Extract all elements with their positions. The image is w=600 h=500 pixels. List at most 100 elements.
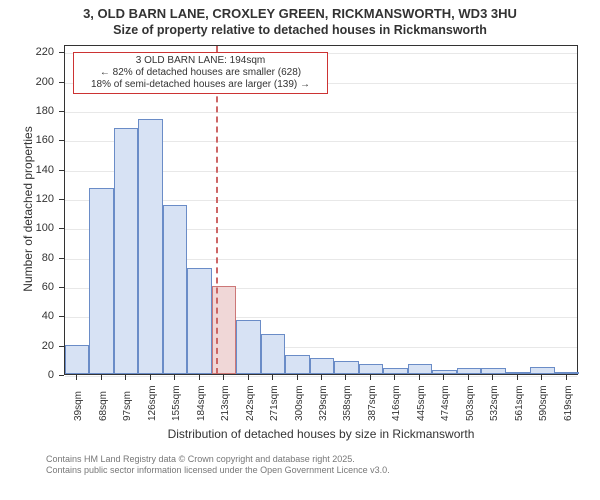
x-tick-mark: [297, 375, 298, 380]
plot-area: 3 OLD BARN LANE: 194sqm← 82% of detached…: [64, 45, 578, 375]
x-tick-mark: [248, 375, 249, 380]
histogram-bar: [506, 372, 530, 374]
annotation-line: ← 82% of detached houses are smaller (62…: [78, 67, 323, 79]
histogram-bar: [457, 368, 481, 374]
histogram-bar: [187, 268, 211, 374]
histogram-bar: [138, 119, 162, 374]
x-tick-mark: [345, 375, 346, 380]
histogram-bar: [89, 188, 113, 374]
y-tick-mark: [59, 228, 64, 229]
x-tick-label: 532sqm: [489, 385, 500, 421]
x-axis-title: Distribution of detached houses by size …: [64, 427, 578, 441]
x-tick-label: 97sqm: [122, 391, 133, 421]
x-tick-label: 619sqm: [563, 385, 574, 421]
x-tick-mark: [566, 375, 567, 380]
chart-container: 3 OLD BARN LANE: 194sqm← 82% of detached…: [0, 37, 600, 452]
footer-attribution: Contains HM Land Registry data © Crown c…: [46, 454, 600, 477]
x-tick-mark: [101, 375, 102, 380]
y-tick-label: 0: [0, 369, 54, 381]
x-tick-mark: [321, 375, 322, 380]
x-tick-label: 561sqm: [514, 385, 525, 421]
gridline-horizontal: [65, 112, 577, 113]
histogram-bar: [408, 364, 432, 374]
y-tick-label: 220: [0, 46, 54, 58]
annotation-line: 3 OLD BARN LANE: 194sqm: [78, 55, 323, 67]
x-tick-label: 39sqm: [73, 391, 84, 421]
histogram-bar: [359, 364, 383, 374]
x-tick-mark: [272, 375, 273, 380]
x-tick-mark: [125, 375, 126, 380]
x-tick-mark: [419, 375, 420, 380]
x-tick-mark: [541, 375, 542, 380]
y-tick-label: 20: [0, 340, 54, 352]
x-tick-label: 329sqm: [318, 385, 329, 421]
histogram-bar: [163, 205, 187, 374]
subject-annotation-box: 3 OLD BARN LANE: 194sqm← 82% of detached…: [73, 52, 328, 94]
x-tick-label: 126sqm: [147, 385, 158, 421]
x-tick-mark: [150, 375, 151, 380]
y-tick-mark: [59, 346, 64, 347]
x-tick-label: 358sqm: [342, 385, 353, 421]
y-tick-mark: [59, 258, 64, 259]
x-tick-label: 184sqm: [196, 385, 207, 421]
histogram-bar: [261, 334, 285, 374]
footer-line1: Contains HM Land Registry data © Crown c…: [46, 454, 600, 465]
x-tick-label: 271sqm: [269, 385, 280, 421]
histogram-bar: [555, 372, 579, 374]
x-tick-label: 416sqm: [391, 385, 402, 421]
histogram-bar: [310, 358, 334, 374]
x-tick-label: 503sqm: [465, 385, 476, 421]
x-tick-mark: [174, 375, 175, 380]
y-tick-label: 60: [0, 281, 54, 293]
chart-title-address: 3, OLD BARN LANE, CROXLEY GREEN, RICKMAN…: [0, 6, 600, 21]
histogram-bar: [65, 345, 89, 374]
histogram-bar: [383, 368, 407, 374]
x-tick-label: 300sqm: [294, 385, 305, 421]
y-tick-mark: [59, 111, 64, 112]
histogram-bar: [481, 368, 505, 374]
y-tick-mark: [59, 287, 64, 288]
y-tick-mark: [59, 316, 64, 317]
x-tick-label: 445sqm: [416, 385, 427, 421]
x-tick-mark: [223, 375, 224, 380]
y-tick-label: 160: [0, 134, 54, 146]
histogram-bar: [432, 370, 456, 374]
x-tick-mark: [468, 375, 469, 380]
chart-title-subtitle: Size of property relative to detached ho…: [0, 23, 600, 37]
x-tick-label: 68sqm: [98, 391, 109, 421]
x-tick-label: 387sqm: [367, 385, 378, 421]
histogram-bar: [334, 361, 358, 374]
x-tick-mark: [76, 375, 77, 380]
y-tick-mark: [59, 140, 64, 141]
x-tick-mark: [394, 375, 395, 380]
x-tick-mark: [492, 375, 493, 380]
x-tick-label: 474sqm: [440, 385, 451, 421]
x-tick-label: 242sqm: [245, 385, 256, 421]
histogram-bar: [236, 320, 260, 374]
histogram-bar: [530, 367, 554, 374]
y-tick-mark: [59, 199, 64, 200]
histogram-bar: [285, 355, 309, 374]
annotation-line: 18% of semi-detached houses are larger (…: [78, 79, 323, 91]
y-tick-label: 100: [0, 222, 54, 234]
footer-line2: Contains public sector information licen…: [46, 465, 600, 476]
x-tick-label: 213sqm: [220, 385, 231, 421]
x-tick-mark: [370, 375, 371, 380]
y-tick-label: 200: [0, 76, 54, 88]
y-tick-mark: [59, 170, 64, 171]
y-tick-mark: [59, 82, 64, 83]
x-tick-mark: [199, 375, 200, 380]
histogram-bar: [114, 128, 138, 374]
x-tick-mark: [443, 375, 444, 380]
y-tick-label: 80: [0, 252, 54, 264]
y-tick-label: 180: [0, 105, 54, 117]
y-tick-label: 120: [0, 193, 54, 205]
x-tick-mark: [517, 375, 518, 380]
x-tick-label: 155sqm: [171, 385, 182, 421]
y-tick-label: 140: [0, 164, 54, 176]
y-tick-mark: [59, 375, 64, 376]
y-tick-label: 40: [0, 310, 54, 322]
y-tick-mark: [59, 52, 64, 53]
subject-marker-line: [216, 46, 218, 374]
x-tick-label: 590sqm: [538, 385, 549, 421]
